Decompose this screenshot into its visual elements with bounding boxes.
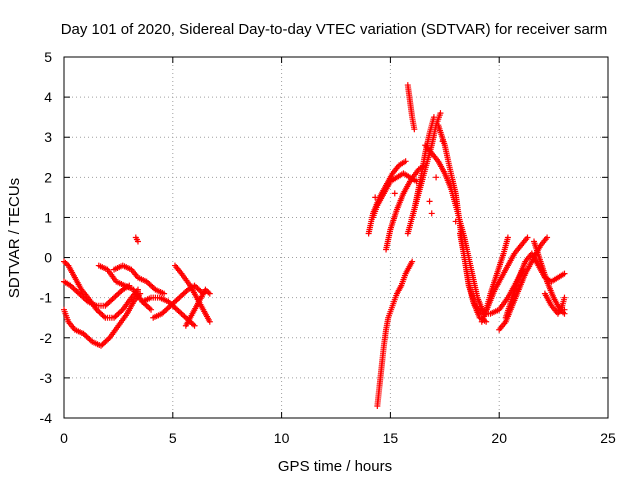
data-point xyxy=(430,114,437,121)
x-tick-label: 10 xyxy=(274,430,290,446)
y-tick-label: 1 xyxy=(44,209,52,225)
marker-layer xyxy=(61,82,568,409)
data-point xyxy=(191,322,198,329)
y-tick-label: -4 xyxy=(40,410,53,426)
x-tick-label: 25 xyxy=(600,430,616,446)
plot-frame xyxy=(63,56,609,419)
tick-layer: 0 5 10 15 20 25 -4 -3 -2 -1 0 1 2 3 4 5 xyxy=(40,49,616,446)
data-point xyxy=(439,138,446,145)
x-axis-title: GPS time / hours xyxy=(278,458,392,475)
data-point xyxy=(426,198,433,205)
data-point xyxy=(402,158,409,165)
data-point xyxy=(391,190,398,197)
data-point xyxy=(561,270,568,277)
y-tick-label: 3 xyxy=(44,129,52,145)
data-point xyxy=(561,306,568,313)
data-point xyxy=(206,290,213,297)
data-point xyxy=(544,234,551,241)
data-point xyxy=(524,234,531,241)
data-point xyxy=(134,238,141,245)
data-point xyxy=(561,294,568,301)
y-tick-label: -3 xyxy=(40,370,53,386)
y-tick-label: -1 xyxy=(40,290,53,306)
data-point xyxy=(161,290,168,297)
chart-title: Day 101 of 2020, Sidereal Day-to-day VTE… xyxy=(61,21,608,38)
data-point xyxy=(206,318,213,325)
data-point xyxy=(504,234,511,241)
y-tick-label: 4 xyxy=(44,89,52,105)
y-tick-label: -2 xyxy=(40,330,53,346)
x-tick-label: 0 xyxy=(60,430,68,446)
x-tick-label: 5 xyxy=(169,430,177,446)
y-axis-title: SDTVAR / TECUs xyxy=(6,178,23,298)
data-point xyxy=(452,218,459,225)
data-point xyxy=(411,126,418,133)
data-point xyxy=(433,174,440,181)
x-tick-label: 20 xyxy=(491,430,507,446)
y-tick-label: 2 xyxy=(44,169,52,185)
data-point xyxy=(372,194,379,201)
data-point xyxy=(437,110,444,117)
data-point xyxy=(428,210,435,217)
data-point xyxy=(148,306,155,313)
x-tick-label: 15 xyxy=(383,430,399,446)
grid-layer xyxy=(64,57,608,418)
y-tick-label: 5 xyxy=(44,49,52,65)
y-tick-label: 0 xyxy=(44,250,52,266)
data-point xyxy=(409,258,416,265)
